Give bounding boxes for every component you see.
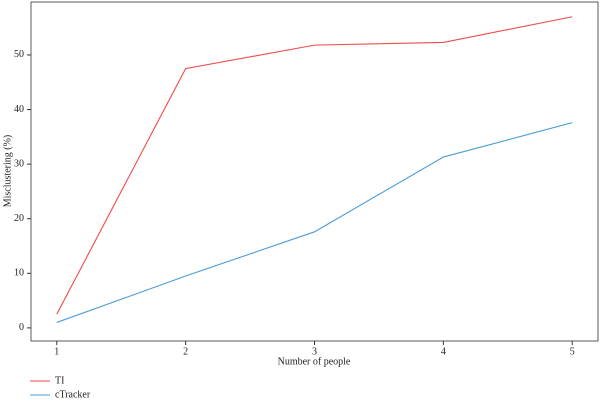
series-line	[56, 122, 573, 323]
x-tick-label: 1	[54, 346, 59, 357]
x-tick-label: 5	[570, 346, 575, 357]
y-tick-label: 20	[14, 213, 24, 224]
y-tick-label: 30	[14, 158, 24, 169]
y-tick-label: 40	[14, 104, 24, 115]
x-tick-label: 2	[183, 346, 188, 357]
y-tick-label: 10	[14, 268, 24, 279]
y-tick-label: 0	[19, 322, 24, 333]
legend-label: TI	[55, 375, 64, 386]
y-tick-label: 50	[14, 49, 24, 60]
plot-frame	[30, 1, 599, 342]
x-tick-label: 3	[312, 346, 317, 357]
x-axis-label: Number of people	[278, 356, 351, 367]
series-line	[56, 16, 573, 315]
legend-label: cTracker	[55, 389, 91, 400]
x-tick-label: 4	[441, 346, 446, 357]
y-axis-label: Misclustering (%)	[2, 135, 13, 208]
